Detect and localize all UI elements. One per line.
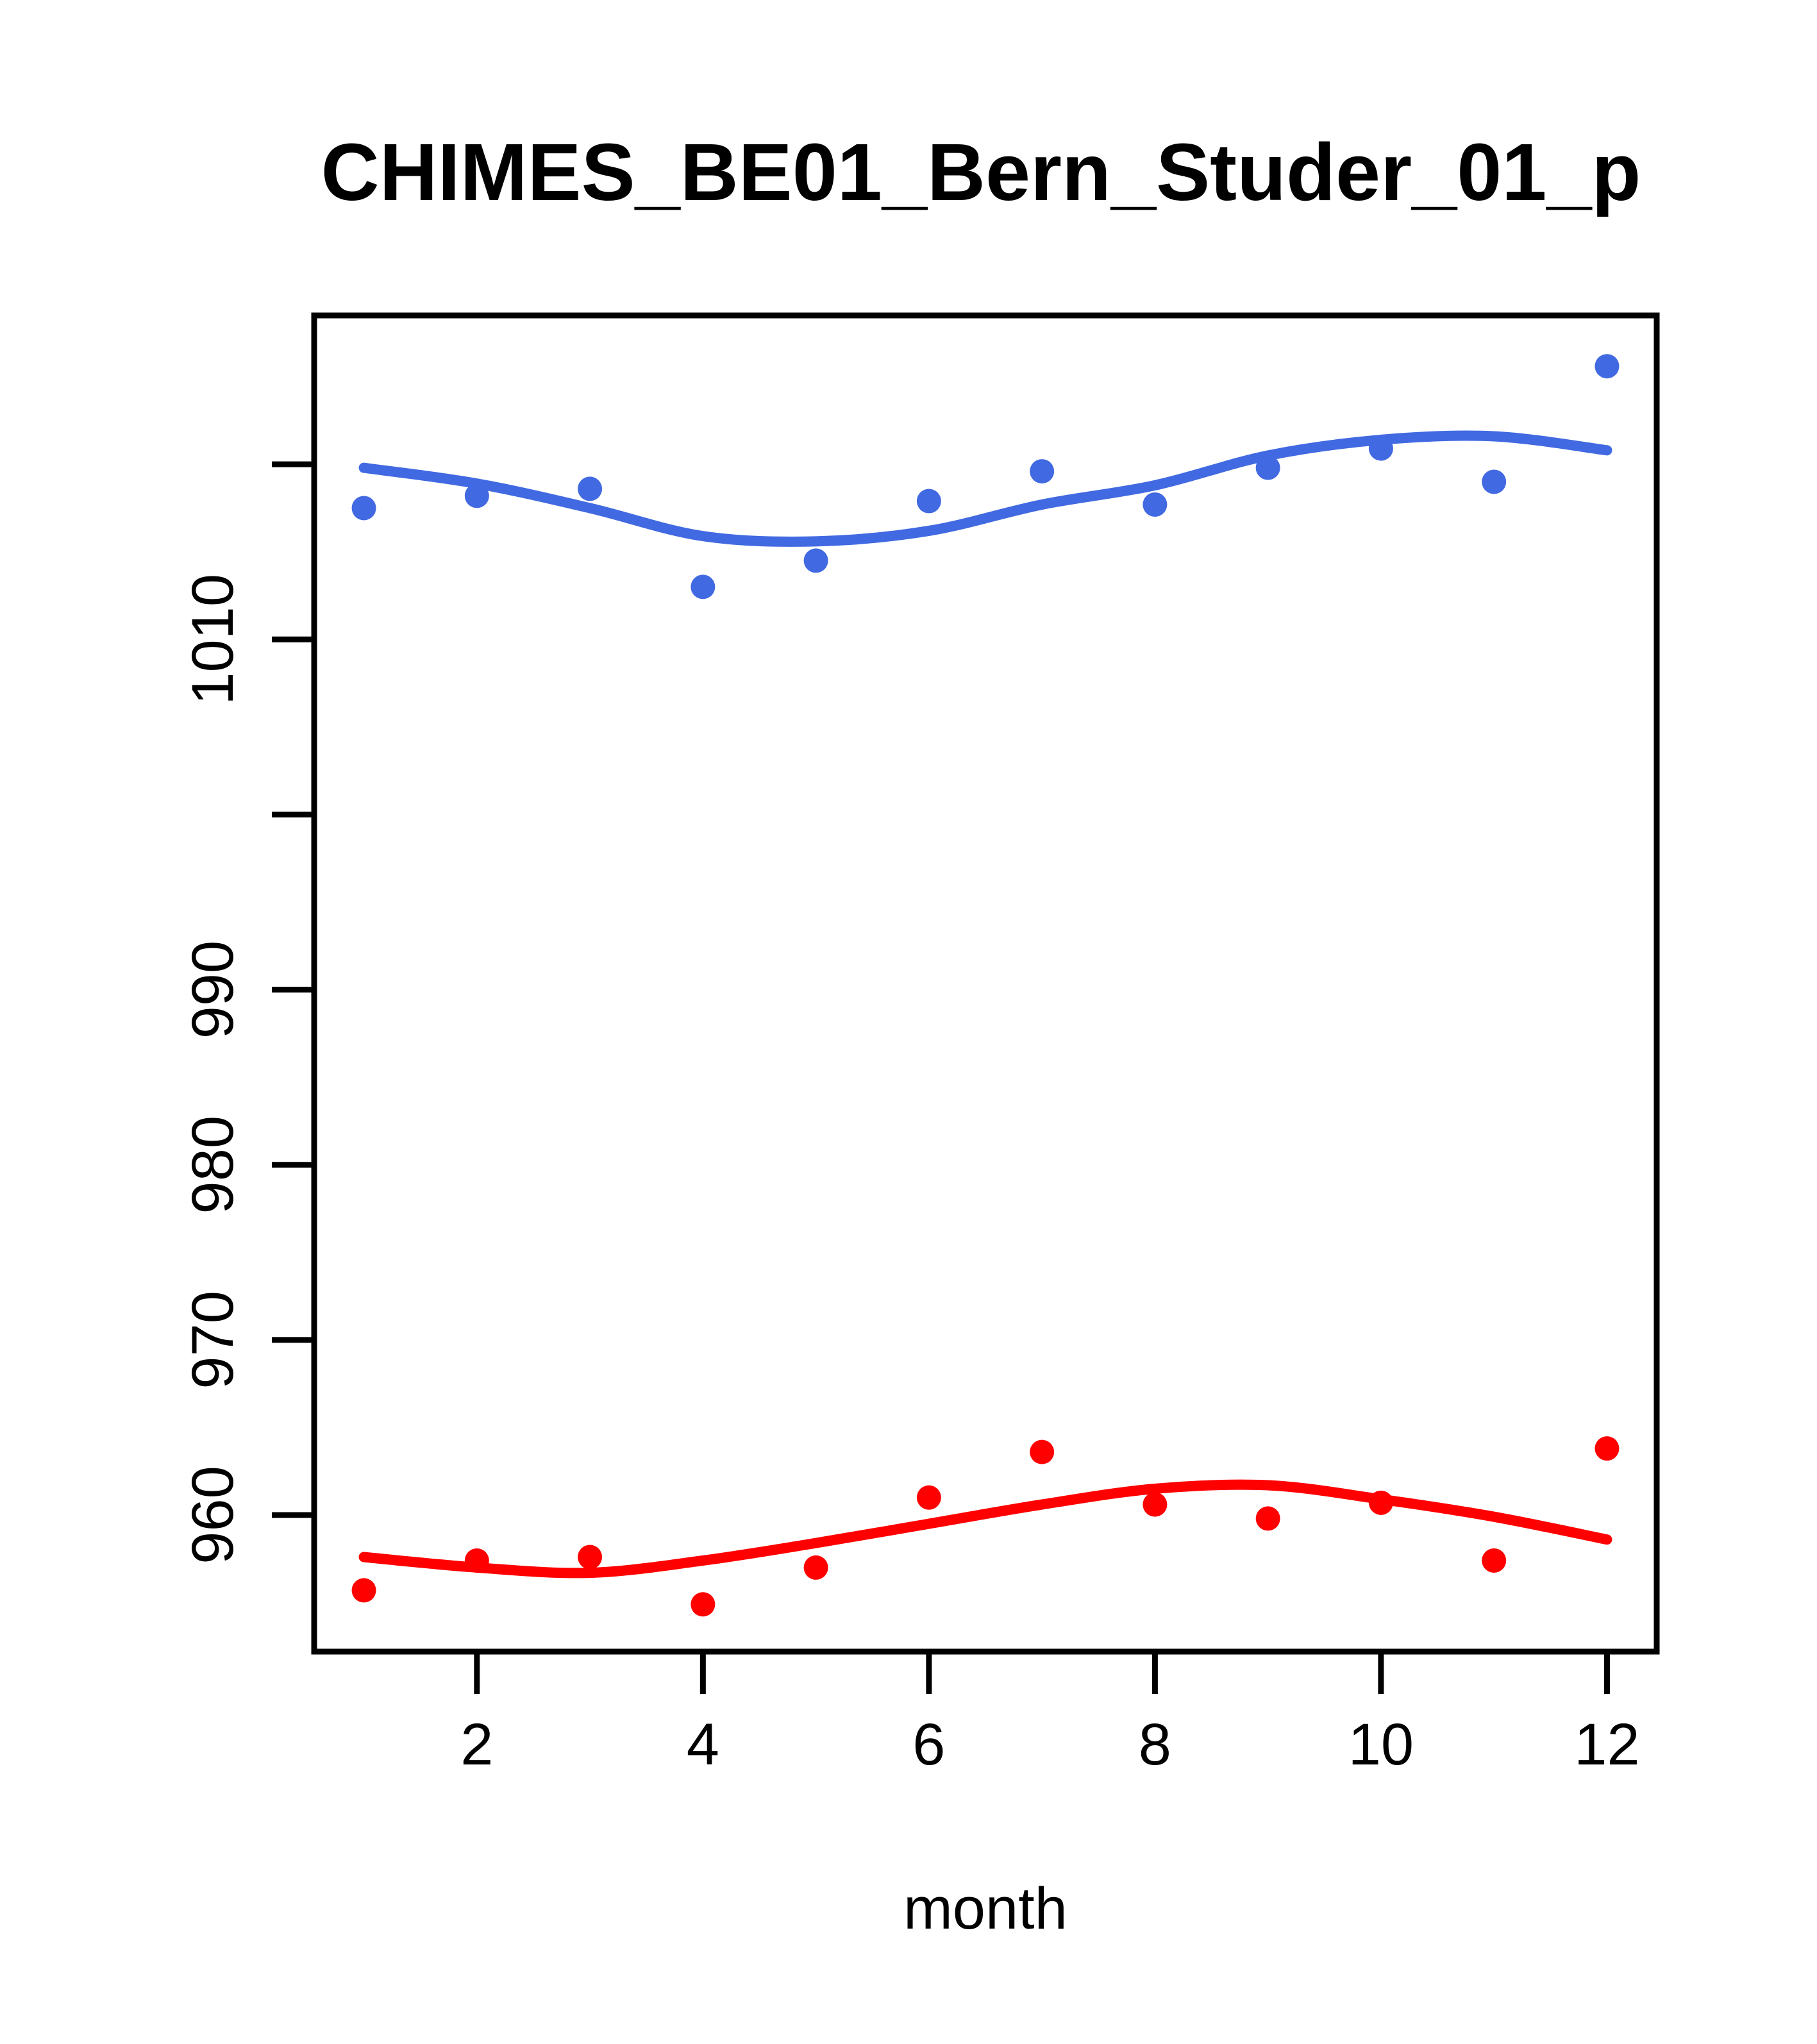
data-point-red	[351, 1578, 376, 1603]
trend-line-red	[358, 1479, 1612, 1579]
data-point-blue	[691, 574, 716, 599]
x-tick-label: 2	[460, 1712, 493, 1777]
data-point-red	[803, 1555, 828, 1580]
y-tick-label: 970	[180, 1291, 246, 1389]
data-point-blue	[803, 548, 828, 573]
y-tick-label: 990	[180, 941, 246, 1039]
data-point-blue	[351, 496, 376, 521]
x-tick-label: 8	[1139, 1712, 1171, 1777]
chart-title: CHIMES_BE01_Bern_Studer_01_p	[321, 127, 1641, 217]
data-point-blue	[916, 489, 941, 514]
y-tick-label: 960	[180, 1466, 246, 1564]
x-tick-label: 4	[687, 1712, 719, 1777]
data-point-blue	[1595, 354, 1620, 379]
data-point-red	[691, 1592, 716, 1617]
x-tick-label: 10	[1348, 1712, 1414, 1777]
y-tick-label: 1010	[180, 574, 246, 705]
data-point-red	[1368, 1490, 1393, 1515]
data-point-red	[1143, 1492, 1168, 1517]
data-point-blue	[1030, 459, 1055, 484]
plot-area: 960 970 980 990 1010 2 4 6 8 10 12	[180, 312, 1660, 1777]
x-axis-label: month	[903, 1876, 1068, 1941]
trend-line-blue	[358, 430, 1612, 547]
y-tick-label: 980	[180, 1116, 246, 1214]
data-point-red	[1595, 1436, 1620, 1461]
data-point-red	[1255, 1506, 1280, 1531]
data-point-blue	[1255, 455, 1280, 480]
x-tick-label: 12	[1574, 1712, 1639, 1777]
data-point-red	[464, 1548, 489, 1573]
data-point-blue	[1368, 436, 1393, 461]
data-point-blue	[464, 483, 489, 508]
data-point-blue	[1482, 469, 1507, 494]
data-point-blue	[1143, 492, 1168, 517]
data-point-red	[1030, 1439, 1055, 1464]
data-point-red	[578, 1545, 603, 1570]
plot-frame	[311, 312, 1660, 1655]
x-tick-label: 6	[912, 1712, 945, 1777]
data-point-red	[916, 1485, 941, 1510]
data-point-blue	[578, 476, 603, 501]
data-point-red	[1482, 1548, 1507, 1573]
